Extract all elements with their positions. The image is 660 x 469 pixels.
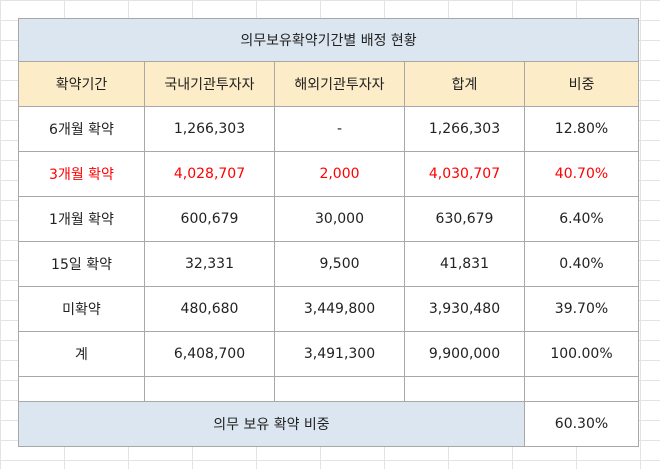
ratio-cell[interactable]: 12.80% [524,106,639,152]
header-ratio[interactable]: 비중 [524,61,639,107]
table-title[interactable]: 의무보유확약기간별 배정 현황 [18,18,639,62]
ratio-cell[interactable]: 100.00% [524,331,639,377]
footer-value[interactable]: 60.30% [524,401,639,447]
title-row: 의무보유확약기간별 배정 현황 [18,18,639,62]
period-cell[interactable]: 6개월 확약 [18,106,145,152]
ratio-cell[interactable]: 6.40% [524,196,639,242]
period-cell[interactable]: 1개월 확약 [18,196,145,242]
total-cell[interactable]: 3,930,480 [404,286,525,332]
header-foreign[interactable]: 해외기관투자자 [274,61,405,107]
footer-row: 의무 보유 확약 비중 60.30% [18,401,639,447]
table-row: 1개월 확약 600,679 30,000 630,679 6.40% [18,196,639,242]
ratio-cell[interactable]: 0.40% [524,241,639,287]
foreign-cell[interactable]: 3,491,300 [274,331,405,377]
table-row: 6개월 확약 1,266,303 - 1,266,303 12.80% [18,106,639,152]
header-row: 확약기간 국내기관투자자 해외기관투자자 합계 비중 [18,61,639,107]
total-cell[interactable]: 630,679 [404,196,525,242]
table-row: 15일 확약 32,331 9,500 41,831 0.40% [18,241,639,287]
total-cell[interactable]: 9,900,000 [404,331,525,377]
domestic-cell[interactable]: 480,680 [144,286,275,332]
foreign-cell[interactable]: 30,000 [274,196,405,242]
spacer-row [18,376,639,402]
total-cell[interactable]: 4,030,707 [404,151,525,197]
empty-cell[interactable] [274,376,405,402]
period-cell[interactable]: 15일 확약 [18,241,145,287]
domestic-cell[interactable]: 4,028,707 [144,151,275,197]
period-cell[interactable]: 계 [18,331,145,377]
domestic-cell[interactable]: 6,408,700 [144,331,275,377]
empty-cell[interactable] [404,376,525,402]
ratio-cell[interactable]: 39.70% [524,286,639,332]
allocation-table: 의무보유확약기간별 배정 현황 확약기간 국내기관투자자 해외기관투자자 합계 … [18,18,639,447]
footer-label[interactable]: 의무 보유 확약 비중 [18,401,525,447]
foreign-cell[interactable]: 9,500 [274,241,405,287]
ratio-cell[interactable]: 40.70% [524,151,639,197]
foreign-cell[interactable]: 2,000 [274,151,405,197]
header-total[interactable]: 합계 [404,61,525,107]
table-row: 미확약 480,680 3,449,800 3,930,480 39.70% [18,286,639,332]
foreign-cell[interactable]: - [274,106,405,152]
table-row-highlighted: 3개월 확약 4,028,707 2,000 4,030,707 40.70% [18,151,639,197]
domestic-cell[interactable]: 600,679 [144,196,275,242]
header-period[interactable]: 확약기간 [18,61,145,107]
foreign-cell[interactable]: 3,449,800 [274,286,405,332]
domestic-cell[interactable]: 1,266,303 [144,106,275,152]
period-cell[interactable]: 3개월 확약 [18,151,145,197]
empty-cell[interactable] [144,376,275,402]
total-cell[interactable]: 41,831 [404,241,525,287]
empty-cell[interactable] [524,376,639,402]
empty-cell[interactable] [18,376,145,402]
domestic-cell[interactable]: 32,331 [144,241,275,287]
table-row-total: 계 6,408,700 3,491,300 9,900,000 100.00% [18,331,639,377]
period-cell[interactable]: 미확약 [18,286,145,332]
total-cell[interactable]: 1,266,303 [404,106,525,152]
header-domestic[interactable]: 국내기관투자자 [144,61,275,107]
